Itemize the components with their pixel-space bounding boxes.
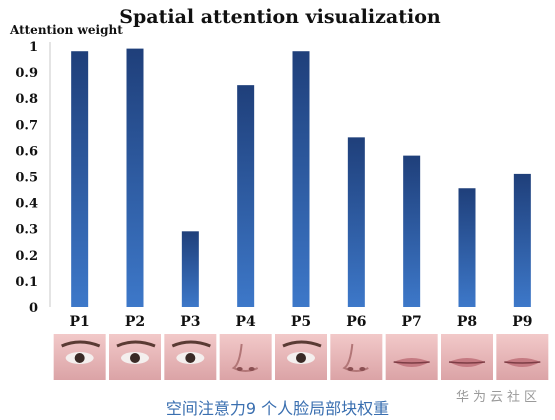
y-tick-label: 0.5 [15,171,38,186]
x-tick-label: P9 [512,314,532,330]
figure-caption: 空间注意力9 个人脸局部块权重 [165,399,390,418]
y-axis-label: Attention weight [9,23,123,37]
chart-title: Spatial attention visualization [119,6,441,28]
face-patch-p4 [219,334,272,380]
x-tick-label: P3 [180,314,200,330]
x-tick-label: P5 [291,314,311,330]
face-patch-p1 [53,334,106,380]
x-tick-label: P2 [125,314,145,330]
bar-p7 [403,155,421,307]
face-patch-p6 [330,334,383,380]
bar-p8 [458,188,476,307]
y-tick-label: 1 [29,40,38,55]
y-tick-labels: 0 0.1 0.2 0.3 0.4 0.5 0.6 0.7 0.8 0.9 1 [15,40,38,316]
y-tick-label: 0.2 [15,249,38,264]
y-tick-label: 0.8 [15,92,38,107]
bar-p9 [513,173,531,307]
bars-group [71,48,531,308]
y-tick-label: 0.3 [15,223,38,238]
x-tick-labels: P1 P2 P3 P4 P5 P6 P7 P8 P9 [70,314,533,330]
face-patch-p5 [275,334,327,380]
x-tick-label: P4 [236,314,257,330]
y-tick-label: 0.4 [15,197,38,212]
x-tick-label: P1 [70,314,90,330]
face-patch-p8 [441,334,493,380]
y-tick-label: 0.6 [15,144,38,159]
bar-p4 [237,85,255,308]
bar-p5 [292,51,310,307]
watermark-text: 华为云社区 [455,390,541,405]
face-patch-p2 [109,334,161,380]
y-tick-label: 0 [29,301,38,316]
y-tick-label: 0.1 [15,275,38,290]
y-tick-label: 0.9 [15,66,38,81]
face-patch-p7 [385,334,438,380]
bar-p2 [126,48,144,308]
face-patch-strip [53,334,549,380]
face-patch-p9 [496,334,549,380]
bar-p6 [347,137,365,307]
x-tick-label: P7 [402,314,422,330]
x-tick-label: P6 [346,314,366,330]
bar-p3 [181,231,199,307]
x-tick-label: P8 [457,314,477,330]
bar-p1 [71,51,89,307]
y-tick-label: 0.7 [15,118,38,133]
face-patch-p3 [164,334,217,380]
